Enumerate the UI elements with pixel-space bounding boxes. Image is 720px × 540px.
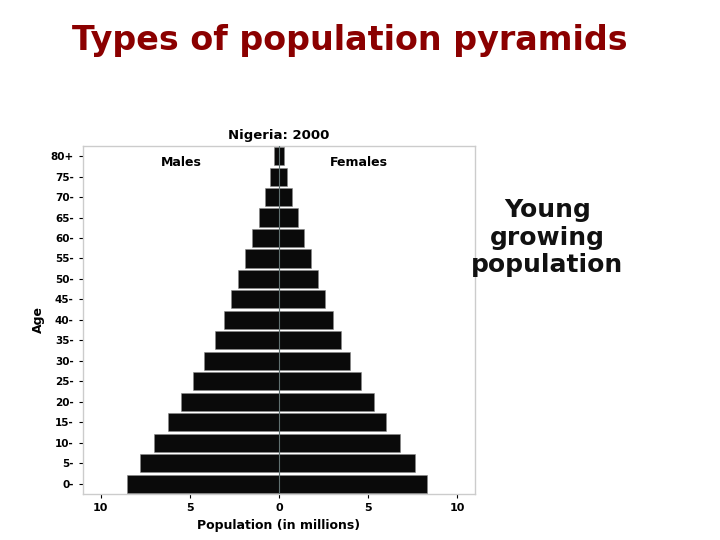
Bar — [279, 188, 292, 206]
X-axis label: Population (in millions): Population (in millions) — [197, 519, 361, 532]
Bar — [181, 393, 279, 411]
Text: Young
growing
population: Young growing population — [471, 198, 624, 278]
Bar — [245, 249, 279, 267]
Bar — [194, 373, 279, 390]
Text: Females: Females — [330, 156, 388, 169]
Bar — [154, 434, 279, 452]
Bar — [127, 475, 279, 493]
Bar — [279, 373, 361, 390]
Bar — [204, 352, 279, 370]
Y-axis label: Age: Age — [32, 307, 45, 333]
Bar — [274, 147, 279, 165]
Bar — [279, 167, 287, 186]
Bar — [231, 291, 279, 308]
Title: Nigeria: 2000: Nigeria: 2000 — [228, 129, 330, 142]
Bar — [279, 454, 415, 472]
Bar — [279, 352, 351, 370]
Bar — [279, 393, 374, 411]
Text: Males: Males — [161, 156, 202, 169]
Bar — [252, 229, 279, 247]
Bar — [270, 167, 279, 186]
Bar — [279, 311, 333, 329]
Bar — [224, 311, 279, 329]
Bar — [279, 475, 427, 493]
Bar — [265, 188, 279, 206]
Bar — [140, 454, 279, 472]
Text: Types of population pyramids: Types of population pyramids — [72, 24, 628, 57]
Bar — [279, 414, 386, 431]
Bar — [279, 249, 311, 267]
Bar — [215, 332, 279, 349]
Bar — [259, 208, 279, 226]
Bar — [279, 291, 325, 308]
Bar — [279, 208, 298, 226]
Bar — [279, 434, 400, 452]
Bar — [279, 270, 318, 288]
Bar — [238, 270, 279, 288]
Bar — [168, 414, 279, 431]
Bar — [279, 147, 284, 165]
Bar — [279, 229, 304, 247]
Bar — [279, 332, 341, 349]
